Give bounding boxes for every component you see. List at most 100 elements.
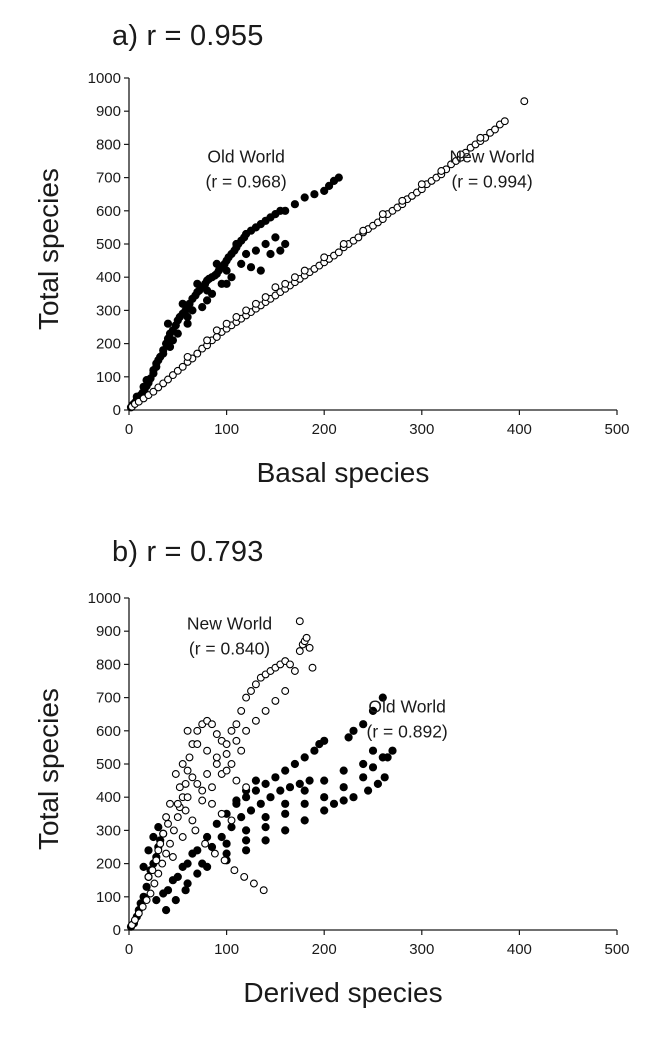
old-world-point — [325, 181, 334, 190]
new-world-point — [339, 240, 348, 248]
new-world-point — [247, 687, 255, 695]
new-world-point — [232, 313, 241, 321]
new-world-point — [227, 726, 236, 735]
old-world-point — [339, 796, 348, 805]
new-world-point — [220, 856, 229, 865]
old-world-point — [142, 882, 151, 891]
new-world-point — [249, 879, 258, 888]
new-world-point — [178, 833, 187, 841]
x-tick-label: 300 — [409, 421, 434, 438]
old-world-point — [232, 239, 241, 249]
new-world-point — [164, 375, 172, 384]
old-world-point — [276, 786, 285, 795]
old-world-point — [168, 876, 177, 885]
new-world-point — [237, 706, 246, 715]
y-tick-label: 900 — [96, 103, 121, 120]
old-world-point — [261, 813, 270, 822]
old-world-point — [349, 793, 358, 802]
new-world-point — [212, 730, 221, 739]
old-world-point — [193, 869, 202, 878]
y-tick-label: 600 — [96, 723, 121, 740]
old-world-point — [261, 779, 270, 789]
new-world-point — [164, 819, 172, 828]
new-world-point — [222, 750, 231, 758]
old-world-point — [359, 759, 368, 769]
new-world-point — [203, 746, 212, 755]
old-world-point — [334, 173, 343, 182]
old-world-point — [368, 763, 378, 772]
scatter-plot-b: 0 100 200 300 400 500 600 700 800 900 1000 0 100 200 3… — [33, 590, 630, 1008]
new-world-point — [251, 680, 260, 689]
old-world-point — [310, 190, 319, 199]
old-world-point — [178, 862, 187, 872]
y-tick-label: 100 — [96, 369, 121, 386]
old-world-point — [290, 759, 300, 769]
new-world-point — [138, 902, 147, 911]
new-world-point — [261, 293, 270, 302]
old-world-point — [281, 799, 290, 808]
x-tick-label: 0 — [125, 421, 133, 438]
old-world-point — [222, 839, 231, 848]
new-world-point — [295, 617, 304, 626]
chart-title: a) r = 0.955 — [112, 20, 264, 52]
new-world-point — [281, 279, 290, 288]
new-world-point — [152, 856, 161, 865]
new-world-point — [134, 909, 143, 918]
x-tick-label: 400 — [507, 941, 532, 958]
old-world-point — [339, 766, 348, 775]
old-world-point — [251, 246, 260, 255]
new-world-point — [193, 779, 202, 788]
chart-title: b) r = 0.793 — [112, 536, 264, 568]
old-world-point — [368, 706, 378, 715]
y-tick-label: 800 — [96, 136, 121, 153]
annotation-series-name: New World — [187, 614, 272, 634]
old-world-point — [188, 306, 197, 315]
new-world-point — [500, 117, 509, 126]
new-world-point — [173, 813, 182, 822]
old-world-point — [300, 799, 309, 808]
old-world-point — [320, 186, 329, 195]
old-world-point — [198, 859, 207, 868]
y-tick-label: 1000 — [88, 590, 121, 607]
new-world-point — [175, 783, 184, 792]
new-world-point — [188, 773, 197, 782]
new-world-point — [232, 720, 241, 729]
new-world-point — [181, 779, 190, 788]
y-tick-label: 200 — [96, 856, 121, 873]
new-world-point — [193, 726, 202, 735]
old-world-point — [171, 896, 180, 905]
old-world-point — [359, 720, 368, 729]
old-world-point — [181, 886, 190, 895]
new-world-point — [212, 326, 221, 335]
old-world-point — [290, 200, 300, 209]
new-world-point — [156, 839, 165, 848]
old-world-point — [344, 733, 353, 742]
new-world-point — [302, 633, 311, 642]
old-world-point — [149, 366, 158, 375]
y-tick-label: 200 — [96, 336, 121, 353]
y-tick-label: 500 — [96, 236, 121, 253]
old-world-point — [261, 836, 270, 845]
old-world-point — [242, 249, 251, 259]
new-world-point — [198, 786, 207, 795]
annotation-series-name: Old World — [207, 147, 284, 167]
new-world-point — [271, 696, 280, 705]
annotation-correlation: (r = 0.994) — [451, 172, 532, 192]
old-world-point — [359, 773, 368, 782]
new-world-point — [456, 150, 465, 159]
y-tick-label: 300 — [96, 302, 121, 319]
x-axis-label: Basal species — [257, 457, 430, 488]
old-world-point — [142, 376, 151, 385]
old-world-point — [246, 806, 256, 815]
new-world-point — [144, 872, 153, 881]
old-world-point — [154, 823, 163, 832]
old-world-point — [320, 776, 329, 785]
old-world-point — [266, 793, 275, 802]
old-world-point — [285, 783, 295, 792]
old-world-point — [300, 816, 309, 825]
y-tick-label: 400 — [96, 789, 121, 806]
new-world-point — [300, 266, 309, 275]
old-world-point — [227, 823, 236, 832]
x-tick-label: 500 — [604, 421, 629, 438]
new-world-point — [290, 273, 299, 282]
